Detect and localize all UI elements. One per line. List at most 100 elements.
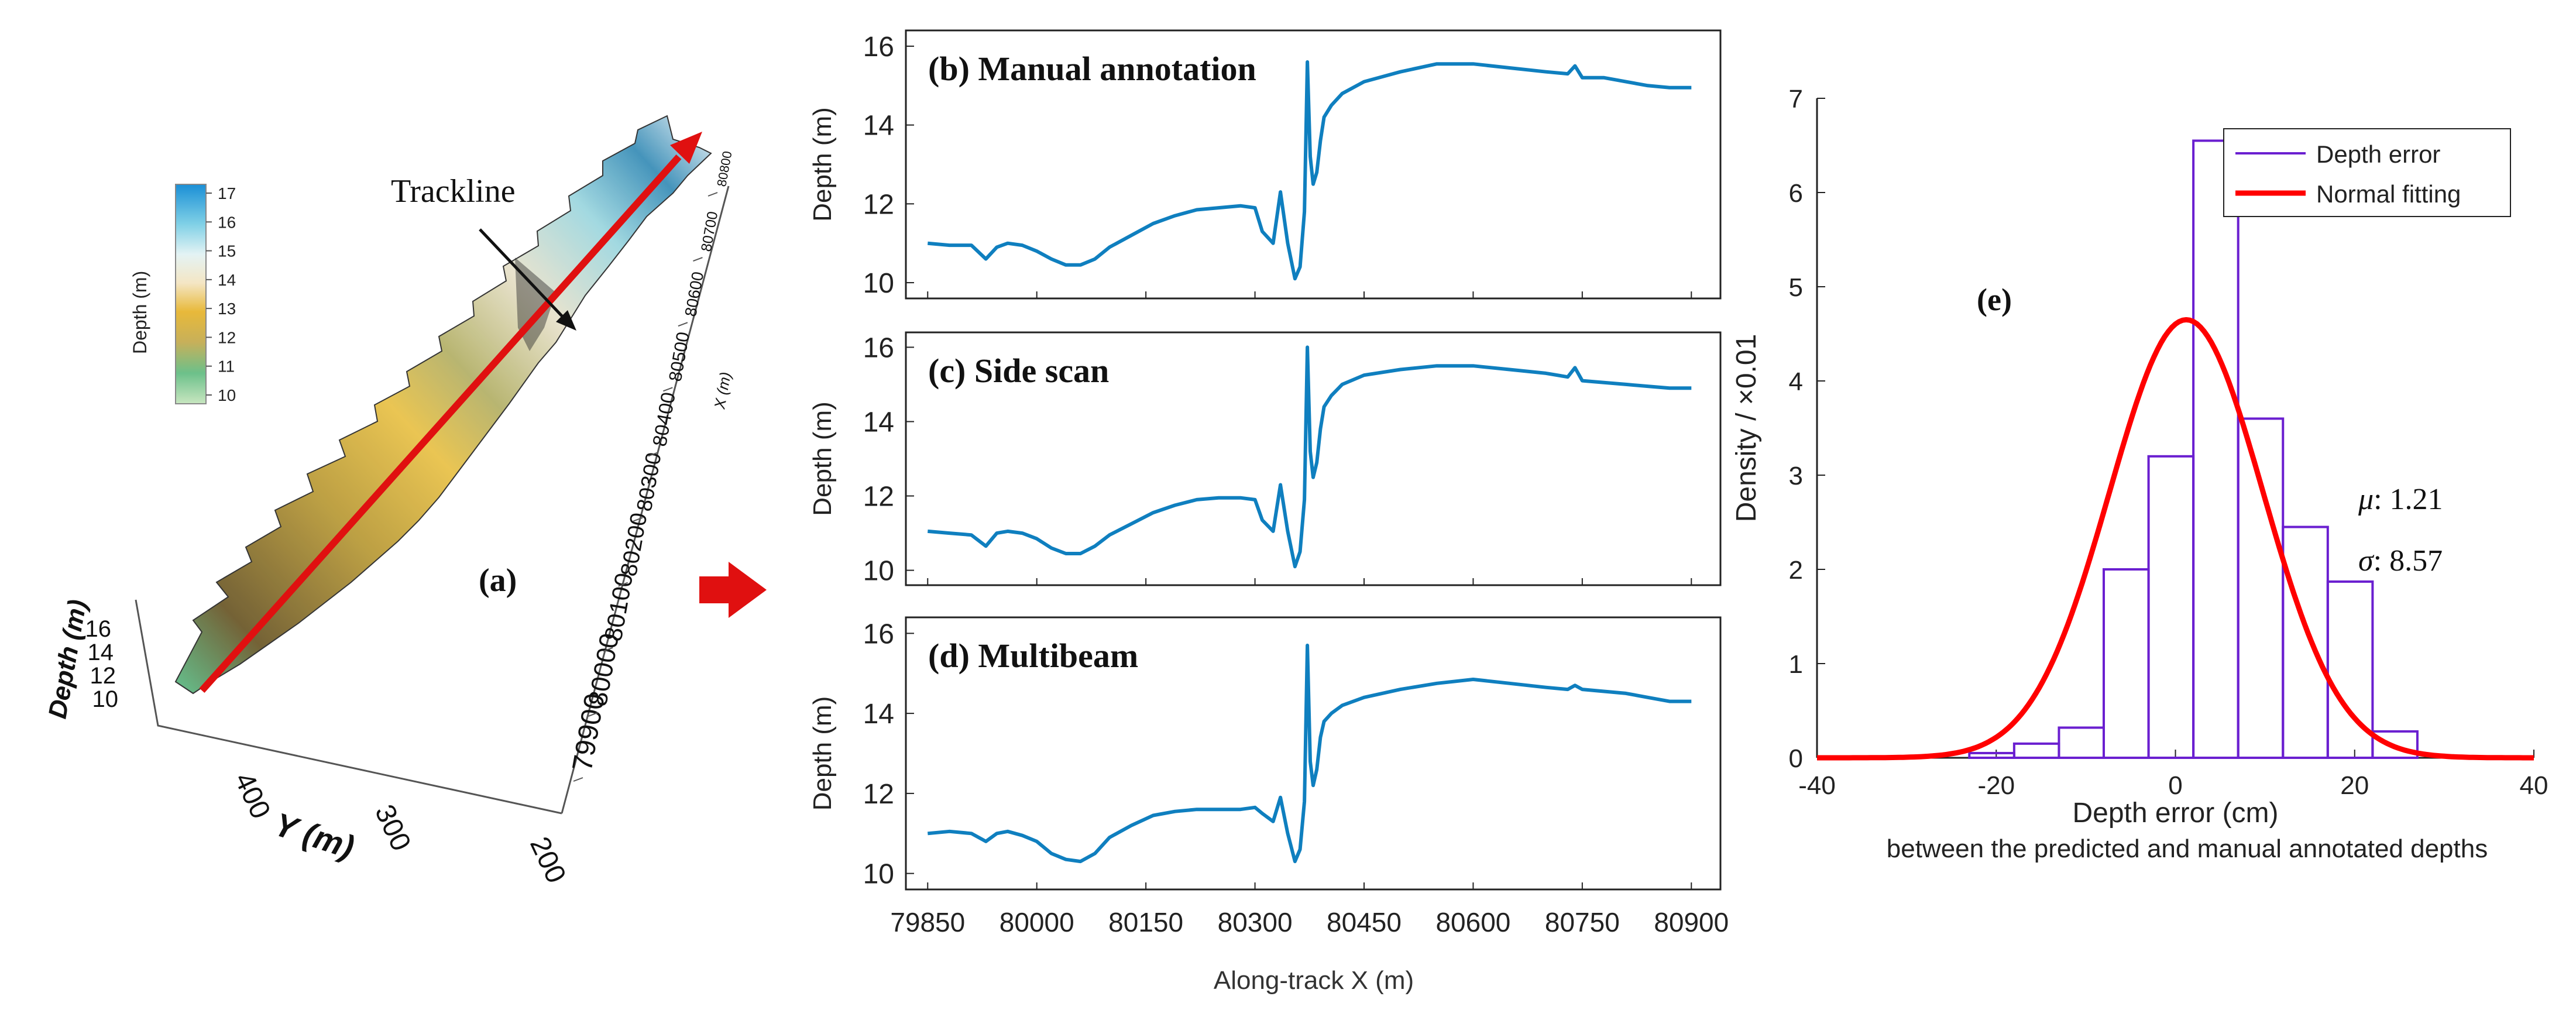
y-tick-label: 12 xyxy=(863,189,894,220)
x-tick-label: 80300 xyxy=(1218,907,1293,937)
y-axis-label: Density / ×0.01 xyxy=(1731,334,1762,523)
x-axis-3d-tick xyxy=(662,387,673,392)
legend: Depth error Normal fitting xyxy=(2223,128,2511,217)
panel-e-label: (e) xyxy=(1977,282,2012,317)
x-axis-label: Depth error (cm) xyxy=(2072,798,2278,829)
histogram-bar xyxy=(2371,730,2419,760)
trackline-arrow-head xyxy=(670,132,702,164)
colorbar-title: Depth (m) xyxy=(129,271,150,354)
x-axis-3d-tick xyxy=(648,452,658,457)
x-axis-3d-tick xyxy=(678,322,688,327)
colorbar-tick-label: 14 xyxy=(218,271,236,289)
chart-title: (d) Multibeam xyxy=(928,637,1138,675)
histogram-bar xyxy=(2192,139,2240,760)
histogram-bar xyxy=(2237,417,2285,759)
y-tick-label: 3 xyxy=(1789,462,1803,490)
trackline-label: Trackline xyxy=(391,173,516,209)
y-tick-label: 14 xyxy=(863,111,894,142)
x-tick-label: 79850 xyxy=(890,907,965,937)
y-tick-label: 16 xyxy=(863,619,894,650)
terrain-surface xyxy=(174,115,712,695)
x-axis-3d-tick xyxy=(573,777,583,782)
x-axis-3d-label: X (m) xyxy=(710,370,734,411)
x-axis-3d-tick-label: 80700 xyxy=(698,210,722,253)
histogram-bar xyxy=(2012,742,2060,759)
y-tick-label: 7 xyxy=(1789,85,1803,114)
chart-title: (b) Manual annotation xyxy=(928,50,1256,88)
depth-axis-tick-label: 16 xyxy=(85,616,112,642)
x-tick-label: 80450 xyxy=(1327,907,1402,937)
colorbar xyxy=(175,184,207,404)
y-tick-label: 1 xyxy=(1789,650,1803,679)
y-tick-label: 0 xyxy=(1789,744,1803,773)
x-tick-label: 80750 xyxy=(1545,907,1620,937)
y-tick-label: 12 xyxy=(863,482,894,513)
axis-3d-frame-right xyxy=(561,185,730,814)
y-tick-label: 4 xyxy=(1789,367,1803,396)
y-axis-3d-label: Y (m) xyxy=(270,805,359,865)
y-axis-label: Depth (m) xyxy=(808,401,837,516)
y-tick-label: 14 xyxy=(863,699,894,730)
chart-panel-c: 10 12 14 16 Depth (m) (c) Side scan xyxy=(808,331,1722,587)
x-axis-3d-tick-label: 80300 xyxy=(632,451,666,513)
y-axis-3d-tick-label: 200 xyxy=(524,832,572,888)
colorbar-tick-label: 12 xyxy=(218,328,236,346)
histogram-bar xyxy=(2147,455,2195,759)
x-tick-label: 80150 xyxy=(1108,907,1183,937)
x-tick-label: -20 xyxy=(1977,771,2015,800)
colorbar-tick-label: 16 xyxy=(218,213,236,231)
x-tick-label: 0 xyxy=(2168,771,2182,800)
y-tick-label: 5 xyxy=(1789,273,1803,302)
colorbar-tick-label: 13 xyxy=(218,300,236,318)
histogram-bar xyxy=(2058,726,2105,759)
x-axis-3d-tick xyxy=(603,647,613,652)
y-axis-3d-tick-label: 400 xyxy=(228,768,276,823)
panel-a-label: (a) xyxy=(479,562,517,599)
x-axis-3d-tick-label: 80400 xyxy=(649,391,680,448)
x-tick-label: -40 xyxy=(1798,771,1836,800)
depth-axis-label: Depth (m) xyxy=(43,597,92,721)
trackline-pointer xyxy=(479,228,566,320)
y-axis-label: Depth (m) xyxy=(808,696,837,811)
shared-x-label: Along-track X (m) xyxy=(1214,966,1414,995)
y-tick-label: 10 xyxy=(863,859,894,890)
y-tick-label: 14 xyxy=(863,407,894,438)
x-axis-3d-tick-label: 80800 xyxy=(714,150,734,188)
histogram-bar xyxy=(2103,568,2150,759)
chart-panel-b: 10 12 14 16 Depth (m) (b) Manual annotation xyxy=(808,29,1722,300)
x-axis-3d-tick xyxy=(693,257,703,262)
trackline-arrow-shaft xyxy=(199,154,682,693)
chart-title: (c) Side scan xyxy=(928,352,1109,390)
y-tick-label: 2 xyxy=(1789,556,1803,585)
panel-connector-arrow xyxy=(699,562,767,618)
histogram-bar xyxy=(1968,751,2015,759)
panel-a-3d-terrain: Trackline (a) 17 16 15 14 13 12 11 10 Depth (m)… xyxy=(43,115,735,888)
depth-axis-tick-label: 10 xyxy=(92,686,119,712)
y-tick-label: 6 xyxy=(1789,179,1803,208)
mu-stat: μ: 1.21 xyxy=(2358,483,2443,516)
axis-3d-frame-left xyxy=(135,599,562,815)
sigma-stat: σ: 8.57 xyxy=(2358,544,2443,578)
x-axis-3d-tick xyxy=(618,582,628,587)
legend-box xyxy=(2223,128,2511,217)
depth-axis-tick-label: 14 xyxy=(88,640,114,665)
histogram-bar xyxy=(2282,525,2329,759)
colorbar-tick-label: 17 xyxy=(218,184,236,202)
colorbar-tick-label: 11 xyxy=(218,358,235,376)
y-tick-label: 10 xyxy=(863,268,894,299)
x-axis-3d: 7990080000801008020080300804008050080600… xyxy=(567,150,735,782)
colorbar-ticks: 17 16 15 14 13 12 11 10 xyxy=(206,184,236,404)
x-axis-3d-tick-label: 80100 xyxy=(599,571,638,644)
x-axis-3d-tick xyxy=(707,192,718,197)
colorbar-tick-label: 15 xyxy=(218,242,236,260)
x-tick-label: 20 xyxy=(2340,771,2369,800)
x-axis-3d-tick xyxy=(633,517,643,522)
x-tick-label: 80600 xyxy=(1435,907,1510,937)
trackline-pointer-head xyxy=(556,310,576,331)
depth-error-histogram: 0 1 2 3 4 5 6 7 -40 -20 0 20 40 Depth error (cm) betwe… xyxy=(1731,85,2548,863)
legend-item: Depth error xyxy=(2316,140,2440,168)
x-tick-label: 80900 xyxy=(1654,907,1729,937)
depth-axis-tick-label: 12 xyxy=(90,663,116,689)
